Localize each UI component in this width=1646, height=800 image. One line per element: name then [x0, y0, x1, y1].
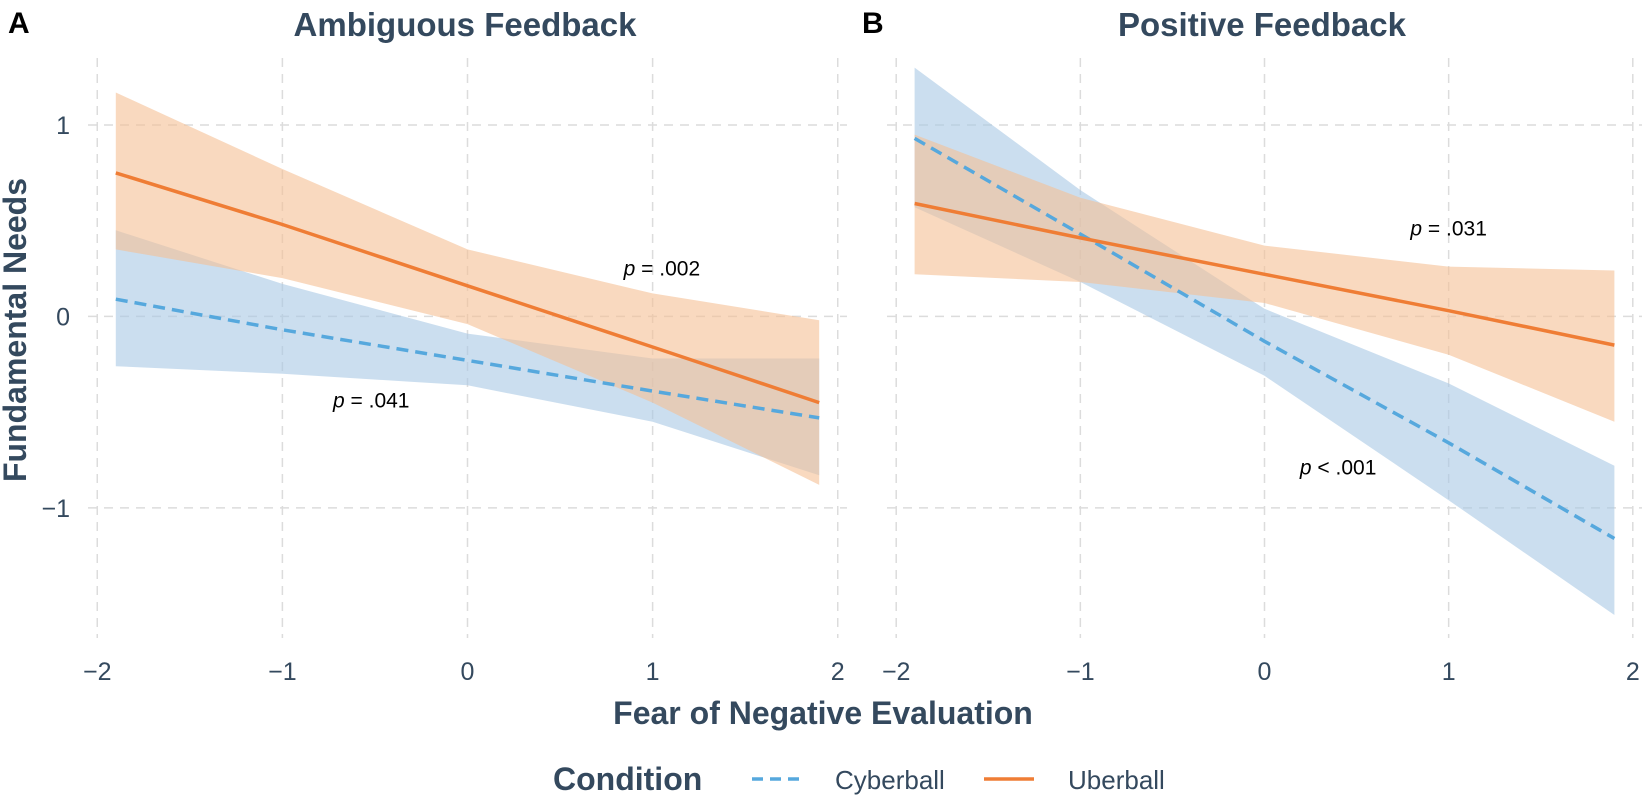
legend-title: Condition: [553, 761, 702, 797]
panel-a-title: Ambiguous Feedback: [294, 6, 638, 43]
p-value-annotation-a-0: p = .002: [623, 258, 701, 281]
p-value-annotation-b-1: p < .001: [1299, 457, 1377, 480]
x-tick-label-b-0: −2: [882, 658, 911, 686]
x-axis-title: Fear of Negative Evaluation: [613, 695, 1033, 731]
panel-b-plot-area: −2 −1 0 1 2 p = .031 p < .001: [882, 58, 1642, 686]
p-value-annotation-b-0: p = .031: [1409, 217, 1487, 240]
x-tick-label-a-4: 2: [831, 658, 845, 686]
panel-a-letter: A: [8, 7, 30, 40]
panel-a: A Ambiguous Feedback −2 −1 0 1 2 −1 0 1 p = .002…: [8, 6, 847, 686]
ci-band-uberball-b: [914, 134, 1615, 422]
x-tick-label-b-2: 0: [1258, 658, 1272, 686]
y-axis-title: Fundamental Needs: [0, 178, 33, 482]
legend-label-uberball: Uberball: [1068, 765, 1165, 795]
x-tick-label-a-2: 0: [461, 658, 475, 686]
line-uberball-b: [914, 201, 1615, 347]
x-tick-label-a-0: −2: [83, 658, 112, 686]
line-uberball-a: [115, 171, 820, 405]
ci-band-cyberball-a: [115, 230, 820, 476]
legend: Condition Cyberball Uberball: [553, 761, 1165, 797]
panel-a-plot-area: −2 −1 0 1 2 −1 0 1 p = .002 p = .041: [41, 58, 847, 686]
line-cyberball-b: [913, 136, 1616, 541]
panel-b: B Positive Feedback −2 −1 0 1 2 p = .031 p < .…: [862, 6, 1642, 686]
y-tick-label-2: 1: [56, 112, 70, 140]
legend-label-cyberball: Cyberball: [835, 765, 945, 795]
x-tick-label-a-1: −1: [268, 658, 297, 686]
panel-b-title: Positive Feedback: [1118, 6, 1407, 43]
panel-b-letter: B: [862, 7, 884, 40]
y-tick-label-1: 0: [56, 303, 70, 331]
line-cyberball-a: [115, 297, 820, 420]
x-tick-label-a-3: 1: [646, 658, 660, 686]
ci-band-uberball-a: [115, 92, 820, 485]
x-tick-label-b-1: −1: [1066, 658, 1095, 686]
y-tick-label-0: −1: [41, 495, 70, 523]
x-tick-label-b-4: 2: [1626, 658, 1640, 686]
p-value-annotation-a-1: p = .041: [332, 390, 410, 413]
x-tick-label-b-3: 1: [1442, 658, 1456, 686]
